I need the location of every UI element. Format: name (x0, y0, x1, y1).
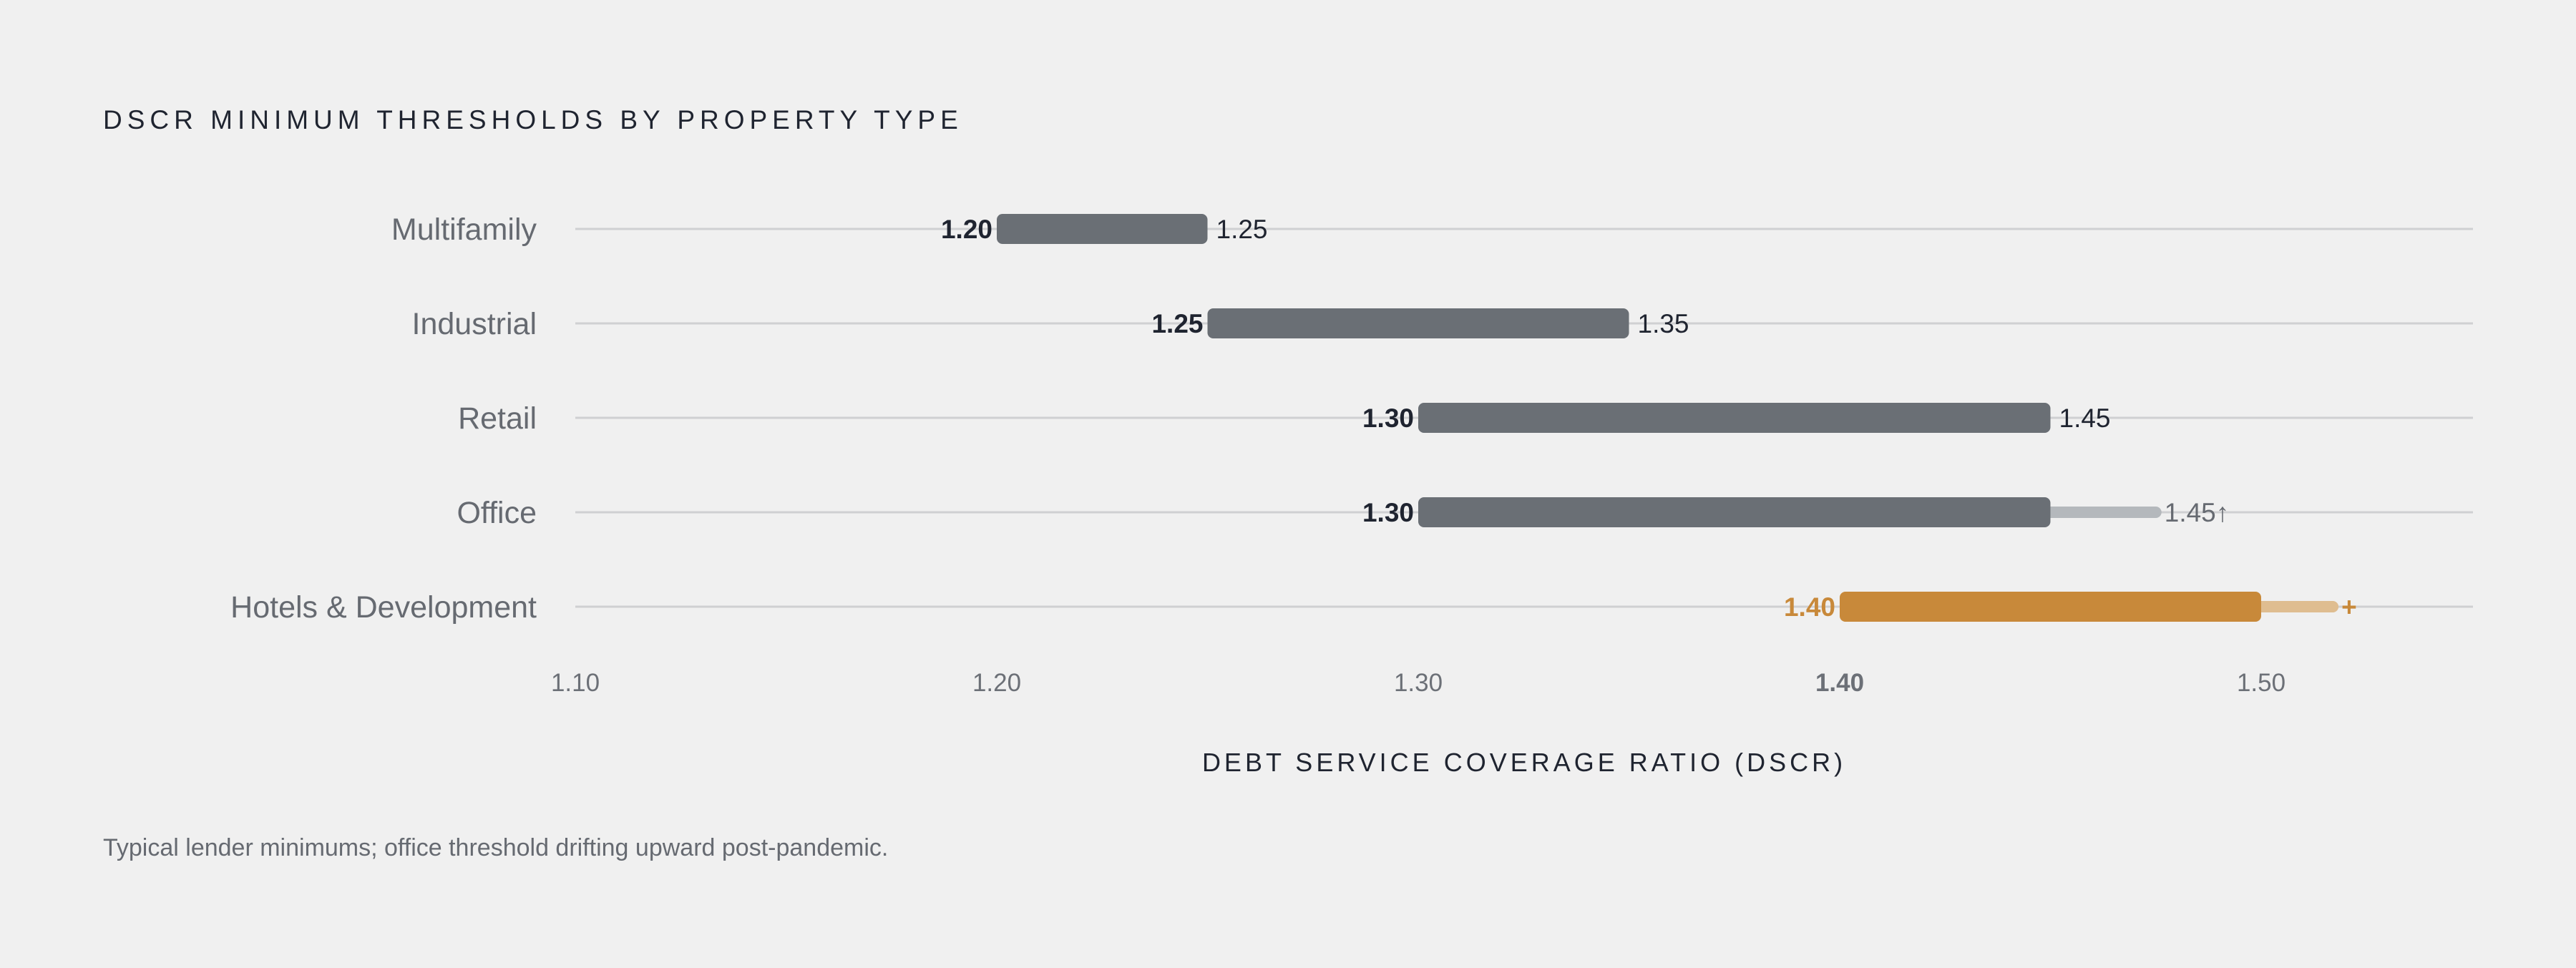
range-bar-multifamily (997, 214, 1208, 244)
low-value-label-retail: 1.30 (1362, 404, 1414, 433)
x-tick-label-1-40: 1.40 (1815, 669, 1864, 697)
range-bars (997, 214, 2339, 622)
bar-labels: Multifamily 1.20 1.25 Industrial 1.25 1.35 Ret… (230, 212, 2357, 625)
x-tick-label-1-10: 1.10 (551, 669, 600, 697)
high-value-label-multifamily: 1.25 (1216, 215, 1268, 244)
high-value-label-hotels-development: + (2341, 592, 2357, 622)
low-value-label-hotels-development: 1.40 (1784, 592, 1835, 622)
range-bar-retail (1418, 403, 2051, 433)
high-value-label-industrial: 1.35 (1638, 309, 1689, 338)
x-axis-title: DEBT SERVICE COVERAGE RATIO (DSCR) (1202, 748, 1846, 777)
range-bar-industrial (1207, 308, 1629, 338)
x-tick-label-1-30: 1.30 (1394, 669, 1443, 697)
range-bar-hotels-development (1840, 592, 2261, 622)
low-value-label-office: 1.30 (1362, 498, 1414, 527)
chart-caption: Typical lender minimums; office threshol… (103, 834, 889, 861)
x-axis-ticks: 1.10 1.20 1.30 1.40 1.50 (551, 669, 2285, 697)
low-value-label-industrial: 1.25 (1151, 309, 1203, 338)
range-bar-office (1418, 497, 2051, 527)
x-tick-label-1-20: 1.20 (972, 669, 1021, 697)
category-label-office: Office (457, 496, 537, 530)
category-label-multifamily: Multifamily (391, 212, 537, 247)
category-label-hotels-development: Hotels & Development (230, 590, 537, 625)
low-value-label-multifamily: 1.20 (941, 215, 992, 244)
chart-title: DSCR MINIMUM THRESHOLDS BY PROPERTY TYPE (103, 105, 963, 135)
high-value-label-office: 1.45↑ (2165, 498, 2230, 527)
category-label-industrial: Industrial (412, 307, 537, 341)
category-label-retail: Retail (458, 401, 537, 436)
high-value-label-retail: 1.45 (2059, 404, 2111, 433)
x-tick-label-1-50: 1.50 (2237, 669, 2285, 697)
